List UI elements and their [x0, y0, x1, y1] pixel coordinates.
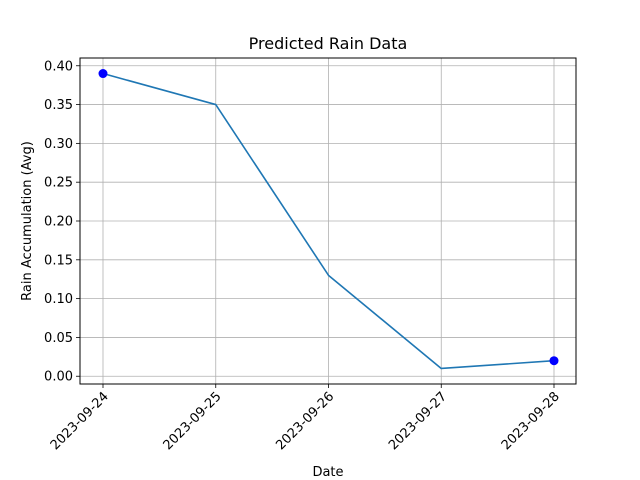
y-tick-label: 0.15: [44, 253, 73, 268]
series-line: [102, 72, 555, 370]
chart-title: Predicted Rain Data: [249, 34, 408, 53]
y-tick-label: 0.30: [44, 137, 73, 152]
y-axis-title: Rain Accumulation (Avg): [20, 141, 35, 301]
x-axis-title: Date: [312, 465, 343, 480]
marker-layer: [98, 69, 559, 366]
highlight-point: [98, 69, 108, 79]
y-tick-label: 0.10: [44, 292, 73, 307]
highlight-point: [549, 356, 559, 366]
y-axis-ticks: 0.00 0.05 0.10 0.15 0.20 0.25 0.30 0.35 0.40: [44, 59, 80, 385]
series-layer: [102, 72, 555, 370]
y-tick-label: 0.05: [44, 331, 73, 346]
y-tick-label: 0.35: [44, 98, 73, 113]
y-tick-label: 0.20: [44, 215, 73, 230]
y-tick-label: 0.40: [44, 59, 73, 74]
y-tick-label: 0.25: [44, 176, 73, 191]
grid-lines: [80, 58, 576, 384]
y-tick-label: 0.00: [44, 370, 73, 385]
